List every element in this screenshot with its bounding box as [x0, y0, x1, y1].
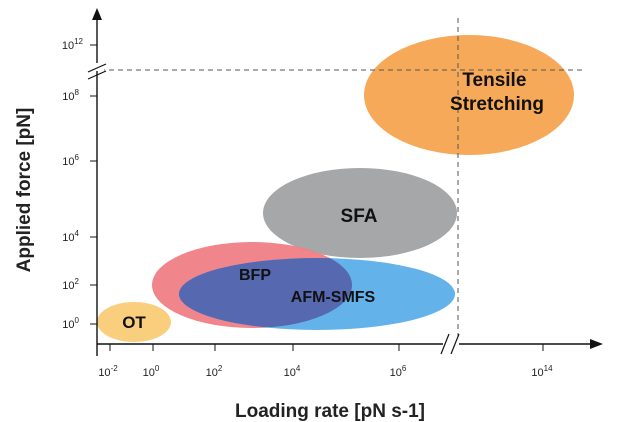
- y-axis-title: Applied force [pN]: [14, 108, 35, 273]
- x-axis-break-mark: [450, 333, 460, 355]
- x-tick-label: 1014: [531, 364, 553, 379]
- y-tick-label: 104: [62, 229, 79, 244]
- y-tick-label: 106: [62, 153, 79, 168]
- y-tick-label: 108: [62, 88, 79, 103]
- x-tick-label: 106: [390, 364, 407, 379]
- region-sfa: [263, 168, 457, 258]
- x-ticks: 10-2 100 102 104 106 1014: [98, 344, 553, 379]
- region-label-bfp: BFP: [239, 267, 271, 284]
- y-tick-label: 100: [62, 316, 79, 331]
- x-tick-label: 10-2: [98, 364, 118, 379]
- region-label-tensile-stretching: Tensile Stretching: [450, 70, 544, 115]
- region-bfp-afm-overlap: [179, 258, 352, 328]
- region-labels: Tensile Stretching SFA BFP AFM-SMFS OT: [122, 70, 544, 332]
- y-axis-break-mark: [87, 63, 107, 73]
- x-tick-label: 104: [284, 364, 301, 379]
- x-axis-title: Loading rate [pN s-1]: [235, 401, 425, 422]
- y-ticks: 100 102 104 106 108 1012: [62, 37, 97, 331]
- region-label-sfa: SFA: [341, 206, 378, 227]
- regions-layer: [97, 35, 574, 342]
- y-axis-break-gap: [90, 63, 104, 71]
- region-label-afm-smfs: AFM-SMFS: [291, 289, 376, 306]
- x-axis-arrowhead: [590, 339, 603, 349]
- region-label-ot: OT: [122, 313, 146, 332]
- y-axis: [87, 8, 107, 356]
- y-tick-label: 1012: [62, 37, 84, 52]
- x-axis: [97, 333, 603, 355]
- x-axis-break-mark: [440, 333, 450, 355]
- y-axis-break-mark: [87, 70, 107, 80]
- y-axis-arrowhead: [92, 8, 102, 20]
- region-ot: [97, 302, 171, 342]
- x-tick-label: 102: [206, 364, 223, 379]
- y-tick-label: 102: [62, 277, 79, 292]
- region-tensile-stretching: [364, 35, 574, 155]
- x-tick-label: 100: [143, 364, 160, 379]
